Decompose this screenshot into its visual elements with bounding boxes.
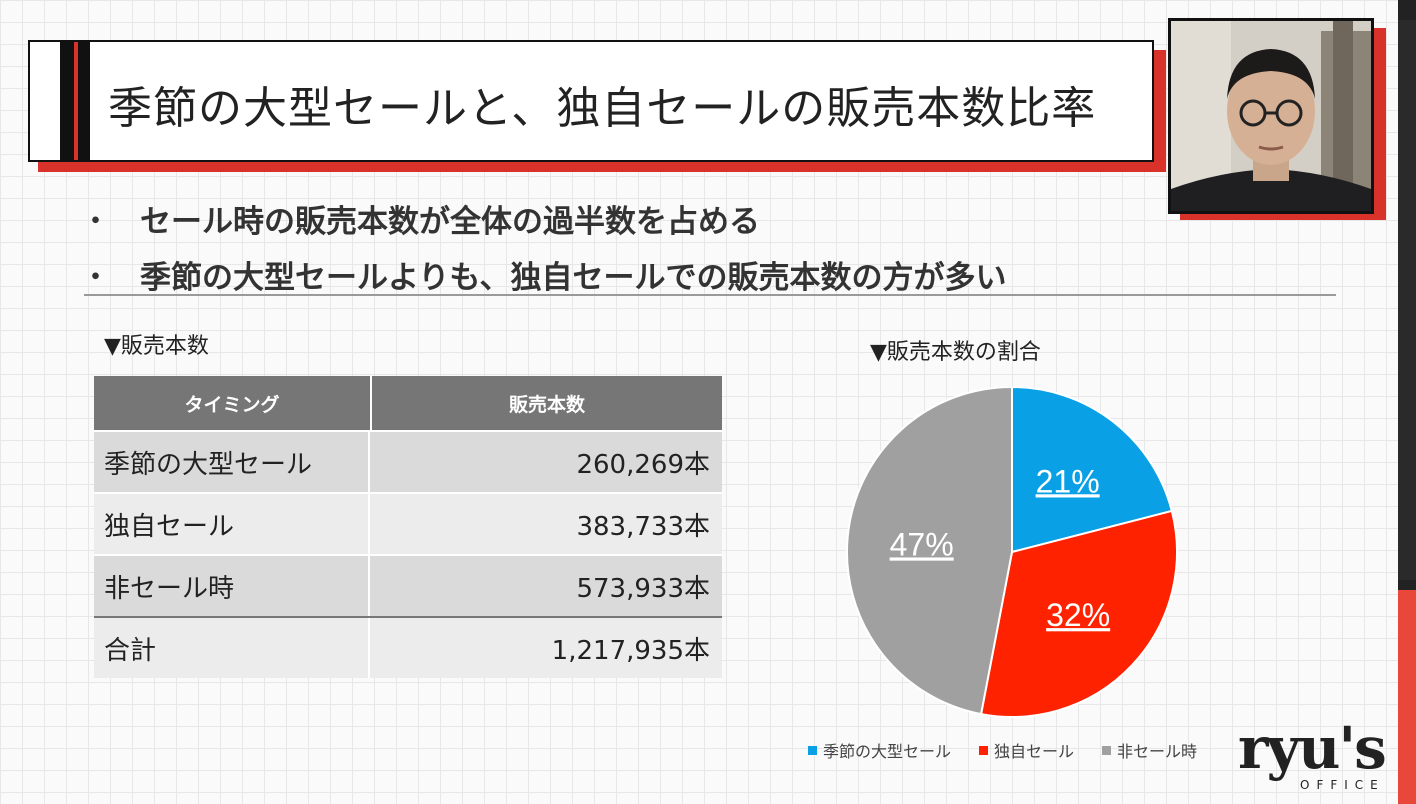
title-accent-bar (60, 42, 74, 160)
page-title: 季節の大型セールと、独自セールの販売本数比率 (108, 83, 1097, 134)
legend-label: 独自セール (994, 742, 1075, 761)
pie-data-label: 32% (1046, 597, 1110, 633)
table-header-row: タイミング 販売本数 (94, 376, 722, 430)
sales-table: タイミング 販売本数 季節の大型セール 260,269本 独自セール 383,7… (94, 376, 722, 678)
divider (84, 294, 1336, 296)
pie-slice (1011, 385, 1174, 554)
presenter-photo (1168, 18, 1374, 214)
table-cell-label: 季節の大型セール (94, 432, 370, 492)
pie-data-label: 47% (890, 526, 954, 562)
title-box: 季節の大型セールと、独自セールの販売本数比率 (28, 40, 1154, 162)
title-accent-stripe (74, 42, 78, 160)
bullet-item: ・セール時の販売本数が全体の過半数を占める (80, 196, 760, 241)
table-header-timing: タイミング (94, 376, 372, 430)
table-row-total: 合計 1,217,935本 (94, 616, 722, 678)
bullet-marker: ・ (80, 204, 111, 240)
bullet-marker: ・ (80, 260, 111, 296)
bullet-text: セール時の販売本数が全体の過半数を占める (140, 204, 760, 240)
table-cell-value: 1,217,935本 (551, 635, 710, 666)
window-edge-accent (1398, 590, 1416, 804)
bullet-item: ・季節の大型セールよりも、独自セールでの販売本数の方が多い (80, 252, 1006, 297)
table-row: 独自セール 383,733本 (94, 492, 722, 554)
table-cell-value: 573,933本 (576, 573, 710, 604)
legend-item: 独自セール (979, 738, 1074, 762)
pie-data-label: 21% (1036, 463, 1100, 499)
table-cell-value: 383,733本 (576, 511, 710, 542)
legend-item: 非セール時 (1102, 738, 1197, 762)
pie-chart: 21% 32% 47% (846, 385, 1178, 718)
pie-slice (979, 509, 1178, 718)
title-accent-bar-2 (78, 42, 90, 160)
table-heading: ▼販売本数 (104, 334, 209, 359)
table-cell-label: 独自セール (94, 494, 370, 554)
bullet-text: 季節の大型セールよりも、独自セールでの販売本数の方が多い (140, 260, 1007, 296)
legend-swatch (1102, 745, 1112, 755)
logo-subtext: OFFICE (1300, 778, 1385, 792)
chart-heading: ▼販売本数の割合 (870, 340, 1041, 365)
window-edge-dark (1398, 20, 1416, 580)
table-cell-value: 260,269本 (576, 449, 710, 480)
table-cell-label: 非セール時 (94, 556, 370, 616)
logo-text: ryu's (1238, 714, 1387, 782)
legend-swatch (979, 745, 989, 755)
table-row: 季節の大型セール 260,269本 (94, 430, 722, 492)
table-row: 非セール時 573,933本 (94, 554, 722, 616)
table-cell-label: 合計 (94, 618, 370, 678)
ryus-office-logo: ryu's OFFICE (1236, 700, 1387, 800)
window-edge (1398, 0, 1416, 804)
legend-item: 季節の大型セール (808, 738, 951, 762)
presenter-portrait (1171, 21, 1371, 211)
chart-legend: 季節の大型セール 独自セール 非セール時 (808, 738, 1197, 762)
table-header-count: 販売本数 (508, 393, 585, 416)
legend-swatch (808, 745, 817, 755)
pie-slice (846, 385, 1013, 716)
legend-label: 季節の大型セール (823, 742, 952, 761)
legend-label: 非セール時 (1117, 742, 1198, 761)
